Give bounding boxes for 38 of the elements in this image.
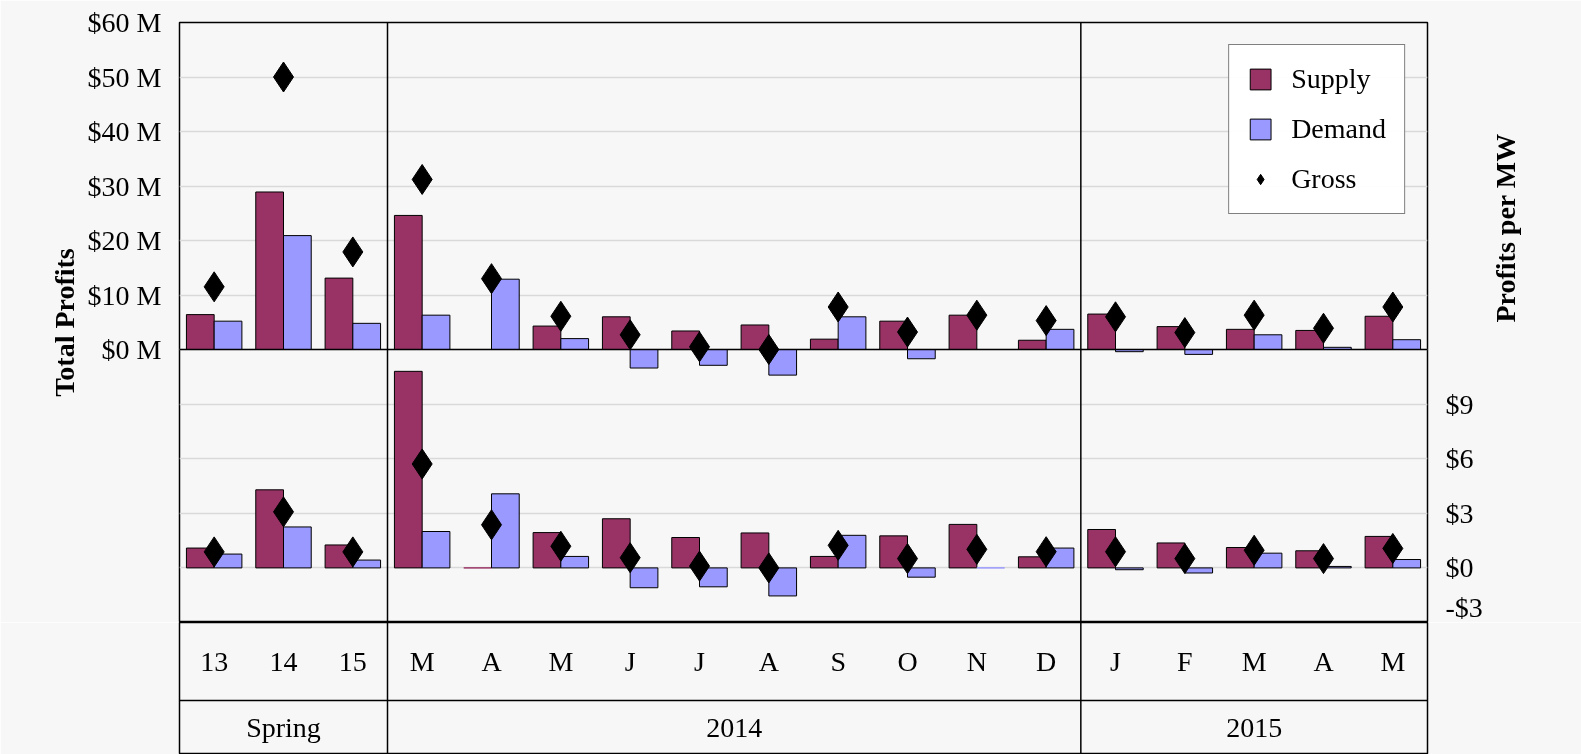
legend-label: Supply <box>1291 63 1371 95</box>
x-tick-label: S <box>830 646 846 677</box>
x-tick-label: M <box>409 646 435 677</box>
y2-tick-label: $9 <box>1445 388 1474 420</box>
x-tick-label: A <box>481 646 503 677</box>
y-axis-title: Total Profits <box>48 248 80 397</box>
y-tick-label: $50 M <box>87 61 162 93</box>
x-tick-label: D <box>1036 646 1057 677</box>
x-tick-label: N <box>966 646 987 677</box>
x-tick-label: J <box>624 646 636 677</box>
x-tick-label: J <box>1110 646 1122 677</box>
y-tick-label: $20 M <box>87 225 162 256</box>
y2-tick-label: $6 <box>1445 443 1474 475</box>
y2-tick-label: $0 <box>1445 552 1474 584</box>
text: 2015 <box>1226 711 1283 743</box>
text: 2014 <box>706 711 763 743</box>
x-tick-label: A <box>758 646 780 677</box>
y-tick-label: $60 M <box>87 7 162 38</box>
text: Spring <box>246 712 321 743</box>
x-tick-label: M <box>1380 646 1406 677</box>
y2-tick-label: $3 <box>1445 497 1474 529</box>
y-tick-label: $30 M <box>87 170 162 202</box>
x-tick-label: F <box>1177 646 1193 677</box>
x-tick-label: A <box>1313 646 1335 677</box>
x-tick-label: 15 <box>338 645 367 677</box>
legend-label: Demand <box>1291 113 1386 145</box>
x-tick-label: 13 <box>200 645 229 677</box>
x-tick-label: M <box>1241 646 1267 677</box>
y2-tick-label: -$3 <box>1445 591 1483 623</box>
x-tick-label: O <box>897 646 918 677</box>
x-tick-label: M <box>548 646 574 677</box>
y2-axis-title: Profits per MW <box>1490 133 1522 323</box>
y-tick-label: $0 M <box>101 334 162 365</box>
legend-label: Gross <box>1291 163 1357 195</box>
x-tick-label: 14 <box>269 645 298 677</box>
x-tick-label: J <box>694 646 706 677</box>
y-tick-label: $10 M <box>87 279 162 311</box>
y-tick-label: $40 M <box>87 116 162 147</box>
